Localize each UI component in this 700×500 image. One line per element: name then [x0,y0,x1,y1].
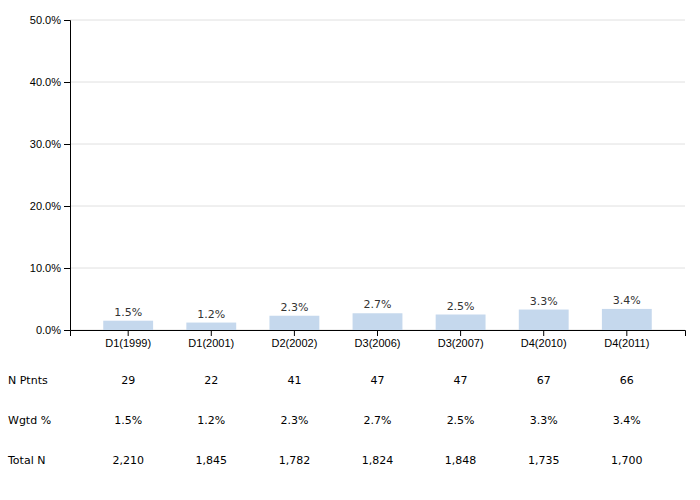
x-tick-label: D3(2006) [355,337,401,349]
table-row-label: Wgtd % [8,414,51,427]
table-cell: 2.7% [364,414,392,427]
y-tick-label: 20.0% [30,200,61,212]
x-tick: D1(2001) [188,330,234,349]
table-cell: 1.2% [197,414,225,427]
y-tick-mark [64,82,70,83]
y-tick: 0.0% [36,324,70,336]
table-cell: 1,735 [528,454,560,467]
x-axis: D1(1999) D1(2001) D2(2002) D3(2006) D3(2007)… [71,330,686,349]
y-tick-label: 0.0% [36,324,61,336]
x-tick-label: D4(2010) [521,337,567,349]
table: N Ptnts 29 22 41 47 47 67 66 Wgtd % 1.5% 1.2% 2.3% 2… [7,374,643,467]
data-label: 2.5% [447,300,475,313]
x-tick-label: D1(2001) [188,337,234,349]
data-label: 2.7% [364,298,392,311]
table-cell: 1.5% [114,414,142,427]
table-cell: 47 [454,374,468,387]
bar [186,323,236,330]
grid [70,20,685,330]
grid-line [70,82,685,83]
y-tick-mark [64,268,70,269]
y-tick-mark [64,206,70,207]
table-cell: 1,848 [445,454,477,467]
y-tick-label: 10.0% [30,262,61,274]
data-labels: 1.5% 1.2% 2.3% 2.7% 2.5% 3.3% 3.4% [114,294,641,321]
data-label: 1.5% [114,306,142,319]
y-axis-line [64,21,71,331]
x-tick: D2(2002) [271,330,317,349]
x-tick-mark [460,330,461,336]
table-cell: 29 [121,374,135,387]
bar [519,310,569,330]
y-tick: 10.0% [30,262,70,274]
y-tick-mark [64,330,70,331]
table-cell: 2,210 [112,454,144,467]
table-cell: 22 [204,374,218,387]
x-axis-line [71,331,686,337]
x-tick-mark [211,330,212,336]
table-row: Wgtd % 1.5% 1.2% 2.3% 2.7% 2.5% 3.3% 3.4% [8,414,641,427]
y-tick-label: 40.0% [30,76,61,88]
x-tick: D3(2007) [438,330,484,349]
bar [436,315,486,331]
x-tick-label: D4(2011) [604,337,649,349]
table-cell: 1,824 [362,454,394,467]
table-cell: 1,845 [196,454,228,467]
table-cell: 2.3% [280,414,308,427]
x-tick-mark [128,330,129,336]
y-tick: 50.0% [30,14,70,26]
x-tick-mark [377,330,378,336]
table-row: Total N 2,210 1,845 1,782 1,824 1,848 1,735 1,7… [7,454,643,467]
y-axis: 0.0% 10.0% 20.0% 30.0% 40.0% 50.0% [30,14,71,336]
y-tick-label: 30.0% [30,138,61,150]
x-tick: D1(1999) [105,330,151,349]
grid-line [70,268,685,269]
x-tick-mark [626,330,627,336]
grid-line [70,206,685,207]
y-tick: 20.0% [30,200,70,212]
table-cell: 1,700 [611,454,643,467]
data-label: 3.3% [530,295,558,308]
x-tick: D4(2011) [604,330,649,349]
table-cell: 2.5% [447,414,475,427]
x-tick-label: D3(2007) [438,337,484,349]
table-cell: 47 [371,374,385,387]
x-tick-mark [543,330,544,336]
bar [103,321,153,330]
table-cell: 67 [537,374,551,387]
y-tick-mark [64,144,70,145]
bars [103,309,652,330]
table-cell: 41 [287,374,301,387]
bar [602,309,652,330]
table-cell: 66 [620,374,634,387]
table-row-label: Total N [7,454,45,467]
x-tick: D4(2010) [521,330,567,349]
x-tick: D3(2006) [355,330,401,349]
table-row-label: N Ptnts [8,374,48,387]
data-label: 3.4% [613,294,641,307]
plot: 1.5% 1.2% 2.3% 2.7% 2.5% 3.3% 3.4% 0.0% 10.0% 20.… [30,14,686,349]
bar [353,313,403,330]
y-tick-label: 50.0% [30,14,61,26]
y-tick-mark [64,20,70,21]
bar [269,316,319,330]
x-tick-label: D1(1999) [105,337,151,349]
table-cell: 3.3% [530,414,558,427]
table-cell: 1,782 [279,454,311,467]
data-label: 1.2% [197,308,225,321]
table-row: N Ptnts 29 22 41 47 47 67 66 [8,374,634,387]
grid-line [70,20,685,21]
x-tick-mark [294,330,295,336]
chart: 1.5% 1.2% 2.3% 2.7% 2.5% 3.3% 3.4% 0.0% 10.0% 20.… [0,0,700,500]
x-tick-label: D2(2002) [271,337,317,349]
grid-line [70,144,685,145]
table-cell: 3.4% [613,414,641,427]
data-label: 2.3% [280,301,308,314]
y-tick: 30.0% [30,138,70,150]
y-tick: 40.0% [30,76,70,88]
